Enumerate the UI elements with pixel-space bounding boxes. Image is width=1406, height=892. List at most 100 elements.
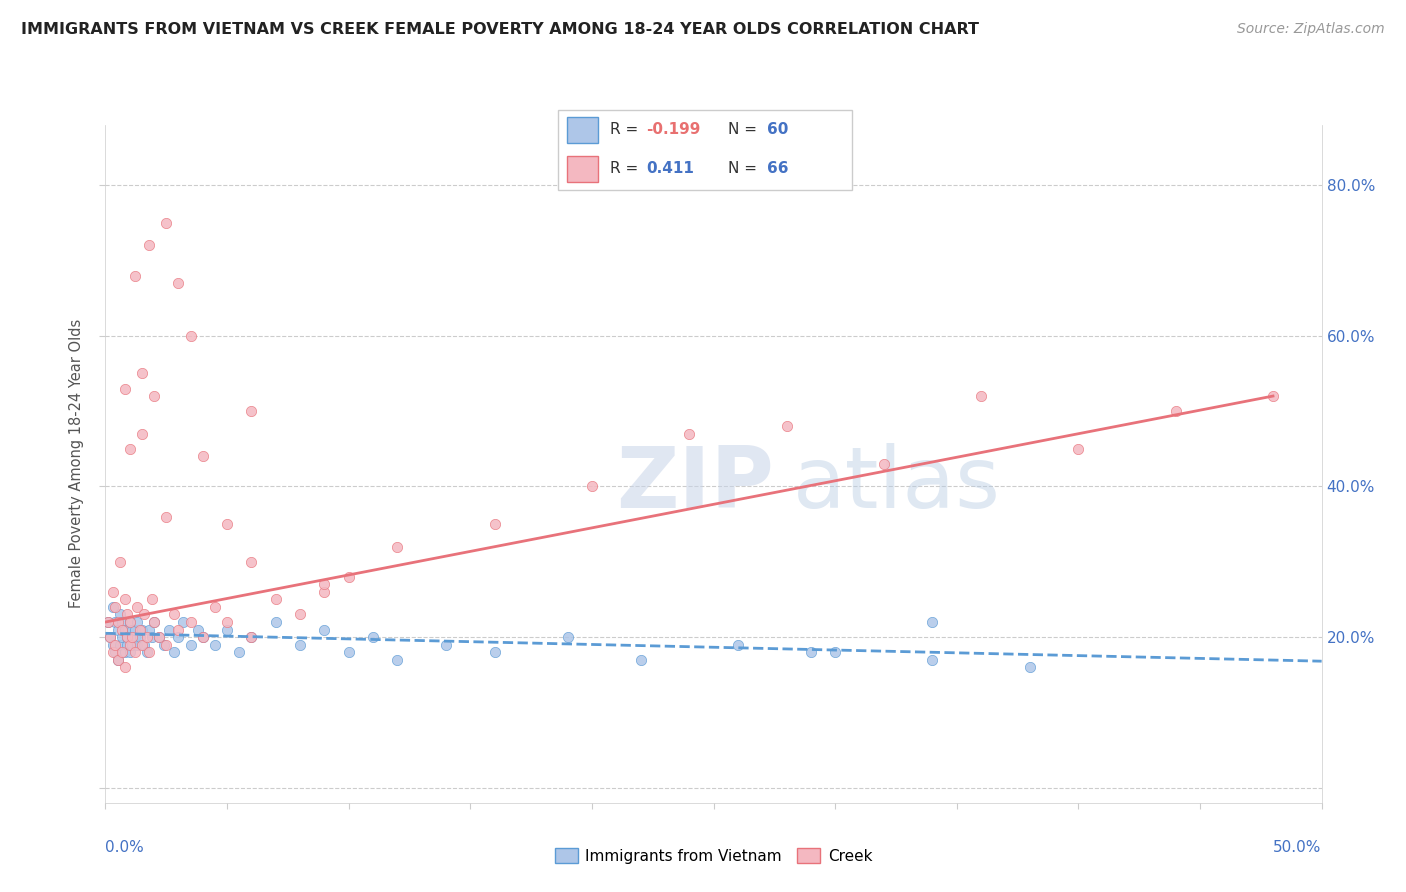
- Legend: Immigrants from Vietnam, Creek: Immigrants from Vietnam, Creek: [548, 841, 879, 870]
- Point: [125, 638, 148, 652]
- Point: [153, 638, 176, 652]
- Point: [135, 645, 157, 659]
- Point: [114, 623, 136, 637]
- Point: [118, 442, 141, 456]
- Point: [180, 615, 202, 629]
- Text: 60: 60: [768, 122, 789, 137]
- Point: [191, 630, 214, 644]
- Text: atlas: atlas: [793, 442, 1001, 525]
- Point: [118, 615, 141, 629]
- Point: [361, 630, 384, 644]
- Point: [217, 615, 239, 629]
- Point: [240, 630, 263, 644]
- Point: [217, 623, 239, 637]
- Point: [314, 577, 336, 591]
- Point: [97, 615, 120, 629]
- Point: [240, 555, 263, 569]
- Point: [128, 623, 150, 637]
- Point: [114, 382, 136, 396]
- Point: [484, 517, 506, 532]
- Text: 0.411: 0.411: [647, 161, 695, 177]
- Point: [131, 638, 153, 652]
- Point: [264, 592, 287, 607]
- Point: [775, 419, 797, 434]
- Point: [217, 517, 239, 532]
- Point: [124, 630, 146, 644]
- Point: [131, 623, 153, 637]
- Point: [124, 645, 146, 659]
- Point: [117, 607, 139, 622]
- Point: [111, 645, 134, 659]
- Point: [134, 607, 156, 622]
- Text: R =: R =: [610, 161, 643, 177]
- Point: [148, 630, 170, 644]
- Text: 0.0%: 0.0%: [105, 840, 145, 855]
- Point: [114, 645, 136, 659]
- Point: [240, 630, 263, 644]
- Text: -0.199: -0.199: [647, 122, 700, 137]
- Text: IMMIGRANTS FROM VIETNAM VS CREEK FEMALE POVERTY AMONG 18-24 YEAR OLDS CORRELATIO: IMMIGRANTS FROM VIETNAM VS CREEK FEMALE …: [21, 22, 979, 37]
- Point: [108, 555, 131, 569]
- Point: [873, 457, 896, 471]
- Point: [141, 592, 163, 607]
- Point: [111, 615, 134, 629]
- Point: [727, 638, 749, 652]
- Point: [104, 645, 127, 659]
- Point: [118, 615, 141, 629]
- Point: [98, 630, 121, 644]
- Point: [167, 276, 190, 290]
- Point: [143, 615, 166, 629]
- Point: [228, 645, 250, 659]
- Point: [121, 623, 143, 637]
- Point: [314, 623, 336, 637]
- Text: 50.0%: 50.0%: [1274, 840, 1322, 855]
- Point: [143, 389, 166, 403]
- Point: [125, 599, 148, 614]
- Point: [337, 645, 360, 659]
- Point: [118, 638, 141, 652]
- Point: [484, 645, 506, 659]
- Point: [172, 615, 194, 629]
- Point: [387, 653, 409, 667]
- Point: [1067, 442, 1090, 456]
- Point: [921, 653, 943, 667]
- Point: [101, 585, 124, 599]
- Point: [557, 630, 579, 644]
- Point: [107, 615, 129, 629]
- Point: [107, 653, 129, 667]
- Text: ZIP: ZIP: [616, 442, 773, 525]
- FancyBboxPatch shape: [568, 117, 598, 143]
- Point: [117, 638, 139, 652]
- Point: [101, 638, 124, 652]
- Point: [155, 638, 177, 652]
- Point: [114, 660, 136, 674]
- Text: Source: ZipAtlas.com: Source: ZipAtlas.com: [1237, 22, 1385, 37]
- Point: [143, 615, 166, 629]
- Point: [264, 615, 287, 629]
- Point: [800, 645, 823, 659]
- Point: [125, 615, 148, 629]
- Point: [167, 623, 190, 637]
- Point: [128, 630, 150, 644]
- Point: [387, 540, 409, 554]
- Point: [124, 268, 146, 283]
- Point: [141, 630, 163, 644]
- FancyBboxPatch shape: [558, 110, 852, 190]
- Point: [118, 645, 141, 659]
- Point: [155, 509, 177, 524]
- Point: [108, 638, 131, 652]
- Point: [162, 607, 184, 622]
- Text: N =: N =: [728, 122, 762, 137]
- Point: [121, 638, 143, 652]
- Point: [97, 615, 120, 629]
- Text: R =: R =: [610, 122, 643, 137]
- Point: [337, 570, 360, 584]
- Point: [970, 389, 993, 403]
- Point: [104, 638, 127, 652]
- Point: [107, 653, 129, 667]
- Point: [314, 585, 336, 599]
- Point: [131, 426, 153, 441]
- Point: [157, 623, 180, 637]
- Y-axis label: Female Poverty Among 18-24 Year Olds: Female Poverty Among 18-24 Year Olds: [69, 319, 84, 608]
- Text: N =: N =: [728, 161, 762, 177]
